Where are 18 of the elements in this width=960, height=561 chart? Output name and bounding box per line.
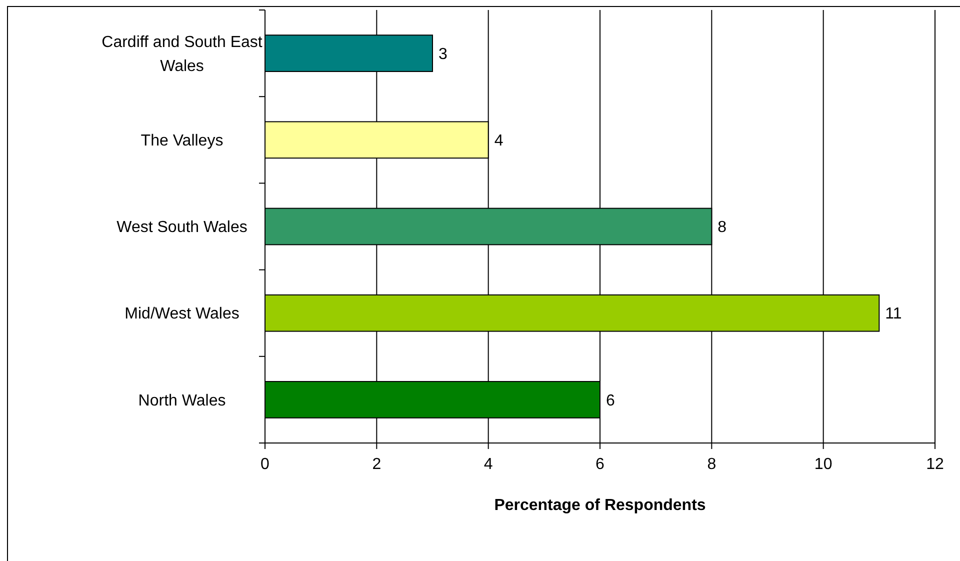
x-tick-label: 2 — [372, 456, 382, 473]
data-label: 4 — [494, 132, 504, 150]
data-label: 6 — [606, 392, 615, 410]
x-axis-title: Percentage of Respondents — [494, 497, 706, 514]
data-label: 3 — [438, 46, 448, 63]
y-tick-label: North Wales — [138, 392, 226, 410]
x-tick-label: 12 — [926, 456, 944, 473]
data-label: 8 — [718, 219, 727, 236]
x-tick-label: 10 — [814, 456, 832, 473]
data-label: 11 — [885, 306, 902, 323]
y-tick-label: Mid/West Wales — [124, 306, 240, 323]
y-tick-label: The Valleys — [140, 132, 224, 150]
x-tick-label: 8 — [707, 456, 716, 473]
y-tick-label: West South Wales — [116, 219, 248, 236]
x-tick-label: 6 — [596, 456, 605, 473]
y-tick-label: Cardiff and South East Wales — [102, 34, 263, 75]
x-tick-label: 4 — [484, 456, 493, 473]
x-tick-label: 0 — [260, 456, 270, 473]
